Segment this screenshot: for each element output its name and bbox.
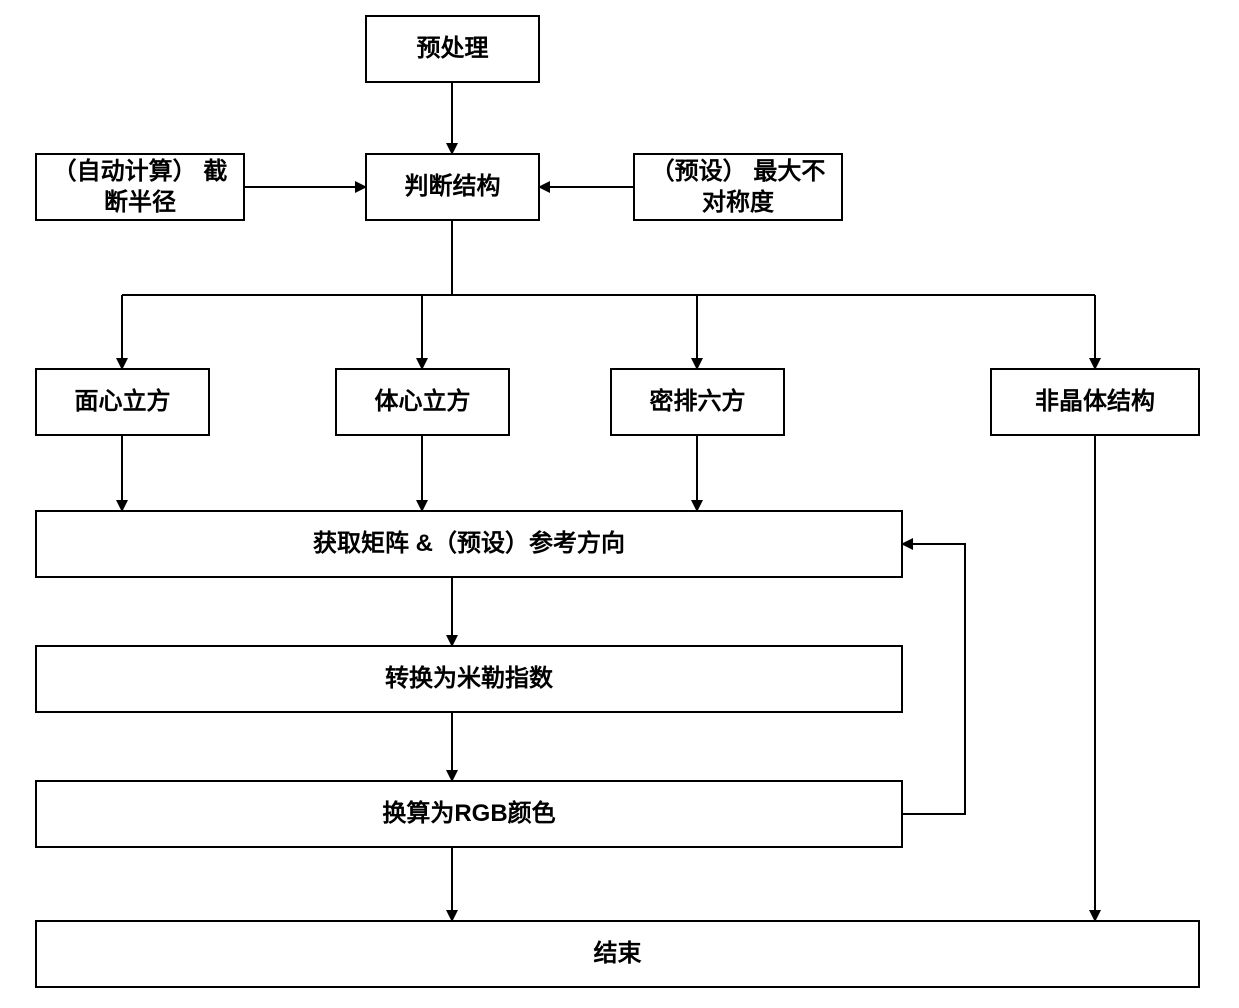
node-amorphous: 非晶体结构 xyxy=(990,368,1200,436)
node-hcp: 密排六方 xyxy=(610,368,785,436)
node-preprocess: 预处理 xyxy=(365,15,540,83)
node-fcc: 面心立方 xyxy=(35,368,210,436)
node-label: 获取矩阵 &（预设）参考方向 xyxy=(313,528,625,559)
node-label: 换算为RGB颜色 xyxy=(382,798,555,829)
node-label: 转换为米勒指数 xyxy=(385,663,553,694)
node-maxasym: （预设） 最大不对称度 xyxy=(633,153,843,221)
node-label: 体心立方 xyxy=(375,386,471,417)
node-rgb: 换算为RGB颜色 xyxy=(35,780,903,848)
flowchart-canvas: 预处理 判断结构 （自动计算） 截断半径 （预设） 最大不对称度 面心立方 体心… xyxy=(0,0,1239,1008)
edges-layer xyxy=(0,0,1239,1008)
node-label: 面心立方 xyxy=(75,386,171,417)
node-label: （自动计算） 截断半径 xyxy=(41,156,239,218)
node-label: 预处理 xyxy=(417,33,489,64)
node-label: 结束 xyxy=(594,938,642,969)
node-miller: 转换为米勒指数 xyxy=(35,645,903,713)
node-judge: 判断结构 xyxy=(365,153,540,221)
node-end: 结束 xyxy=(35,920,1200,988)
node-label: （预设） 最大不对称度 xyxy=(639,156,837,218)
node-label: 密排六方 xyxy=(650,386,746,417)
node-label: 非晶体结构 xyxy=(1035,386,1155,417)
node-bcc: 体心立方 xyxy=(335,368,510,436)
node-label: 判断结构 xyxy=(405,171,501,202)
node-cutoff: （自动计算） 截断半径 xyxy=(35,153,245,221)
node-getmatrix: 获取矩阵 &（预设）参考方向 xyxy=(35,510,903,578)
